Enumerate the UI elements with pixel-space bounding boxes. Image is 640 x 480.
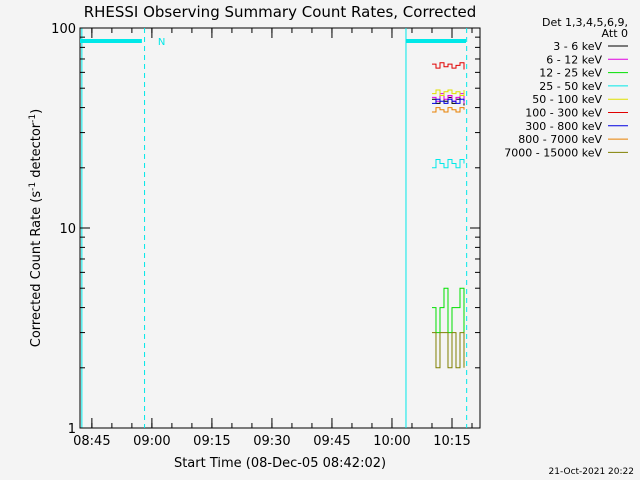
x-tick-label: 08:45 (73, 434, 110, 449)
x-axis-label: Start Time (08-Dec-05 08:42:02) (174, 456, 386, 471)
legend-header-line2: Att 0 (602, 27, 628, 40)
y-axis-ticks: 1 10 100 (51, 22, 480, 437)
legend-label: 12 - 25 keV (539, 67, 602, 80)
legend-label: 7000 - 15000 keV (504, 146, 602, 159)
observation-bars: N (80, 28, 468, 428)
series-line (431, 89, 465, 96)
plot-area: N 08:45 09:00 09:15 09:30 09:45 10:00 10:15 11… (51, 22, 481, 449)
y-axis-label-sup1: -1 (28, 182, 38, 191)
y-axis-label-mid: detector (29, 122, 44, 182)
x-axis-ticks: 08:45 09:00 09:15 09:30 09:45 10:00 10:15 (73, 28, 473, 449)
x-tick-label: 09:30 (253, 434, 290, 449)
y-tick-label: 100 (51, 22, 76, 37)
x-tick-label: 09:45 (313, 434, 350, 449)
series-line (431, 98, 465, 104)
series-line (431, 287, 465, 334)
annotation-label: N (158, 37, 165, 48)
y-tick-label: 10 (59, 222, 76, 237)
x-tick-label: 10:00 (373, 434, 410, 449)
y-axis-label-sup2: -1 (28, 114, 38, 123)
legend-label: 100 - 300 keV (525, 107, 602, 120)
legend-label: 300 - 800 keV (525, 120, 602, 133)
legend-header-line1: Det 1,3,4,5,6,9, (542, 16, 628, 29)
chart-title: RHESSI Observing Summary Count Rates, Co… (84, 3, 477, 21)
legend-label: 50 - 100 keV (532, 93, 602, 106)
legend-label: 25 - 50 keV (539, 80, 602, 93)
y-axis-label: Corrected Count Rate (s-1 detector-1) (28, 109, 44, 347)
y-tick-label: 1 (68, 422, 76, 437)
series-line (431, 93, 465, 104)
y-axis-label-main: Corrected Count Rate (s (29, 191, 44, 348)
series-line (431, 62, 465, 70)
legend-label: 3 - 6 keV (553, 40, 602, 53)
plot-frame (79, 27, 481, 429)
x-tick-label: 09:00 (133, 434, 170, 449)
generated-timestamp: 21-Oct-2021 20:22 (549, 467, 634, 477)
legend-label: 800 - 7000 keV (518, 133, 602, 146)
series-line (431, 107, 465, 113)
series-line (431, 159, 465, 169)
x-tick-label: 09:15 (193, 434, 230, 449)
y-axis-label-end: ) (29, 109, 44, 114)
series-group (431, 62, 465, 369)
legend-label: 6 - 12 keV (546, 53, 602, 66)
series-line (431, 332, 465, 369)
x-tick-label: 10:15 (433, 434, 470, 449)
